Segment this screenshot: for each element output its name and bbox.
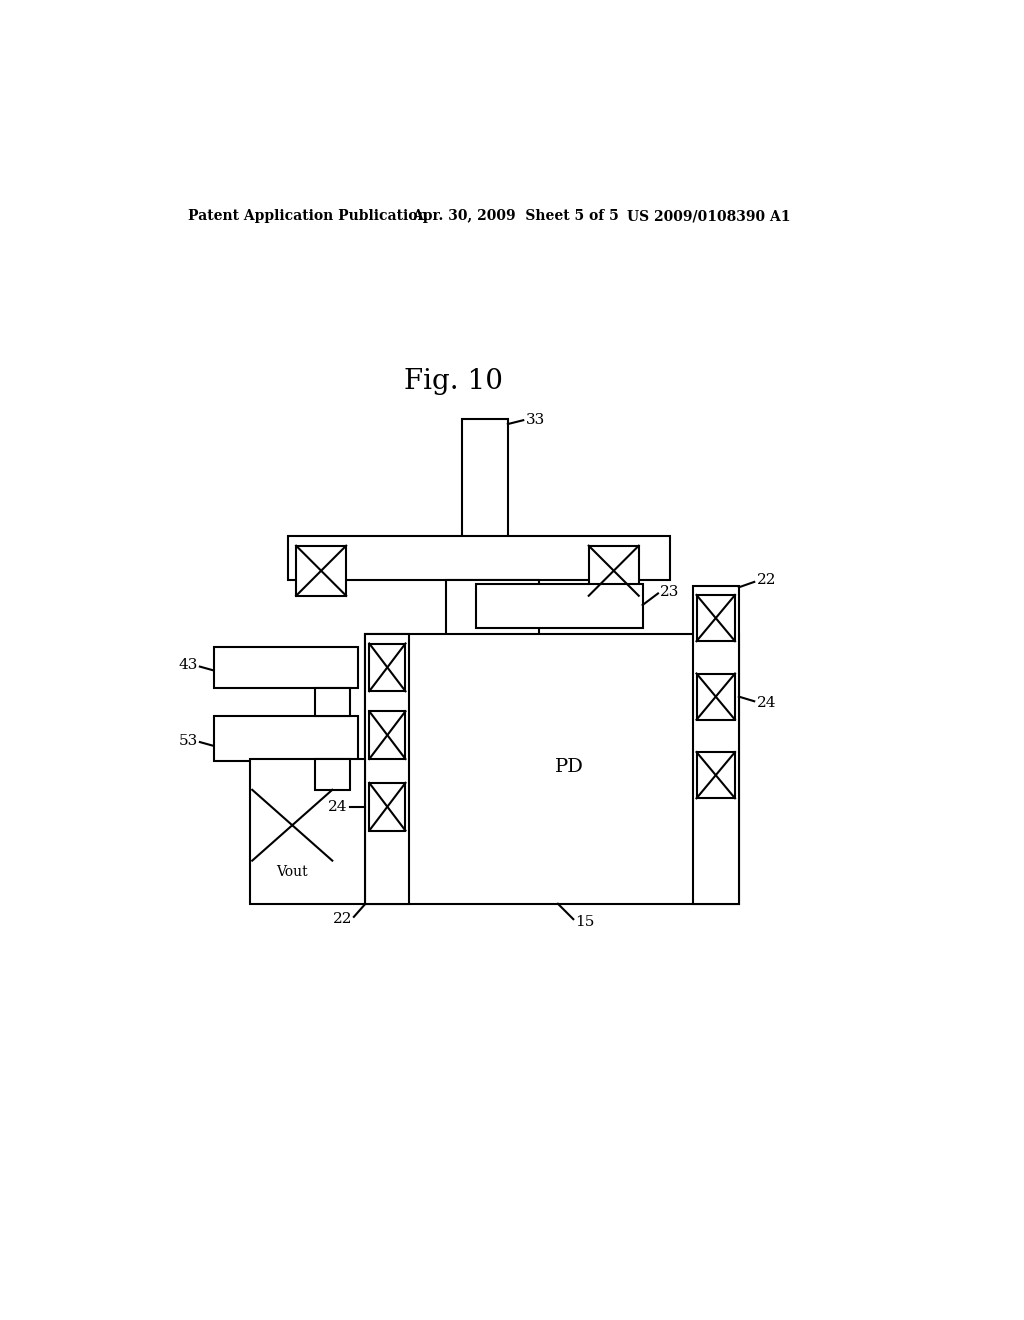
Bar xyxy=(475,585,643,628)
Bar xyxy=(696,595,735,642)
Bar xyxy=(315,688,350,715)
Bar xyxy=(214,647,357,688)
Bar xyxy=(370,783,406,830)
Bar xyxy=(296,545,346,595)
Text: 22: 22 xyxy=(757,573,776,587)
Bar xyxy=(696,673,735,719)
Text: PD: PD xyxy=(555,758,584,776)
Text: 24: 24 xyxy=(329,800,348,813)
Bar xyxy=(462,418,508,544)
Bar xyxy=(366,635,410,904)
Text: Patent Application Publication: Patent Application Publication xyxy=(188,209,428,223)
Bar xyxy=(214,715,357,760)
Text: 33: 33 xyxy=(525,413,545,428)
Bar xyxy=(696,752,735,799)
Text: 15: 15 xyxy=(575,915,595,929)
Bar xyxy=(370,711,406,759)
Text: Fig. 10: Fig. 10 xyxy=(404,368,504,395)
Text: 24: 24 xyxy=(757,696,776,710)
Text: 53: 53 xyxy=(178,734,198,747)
Text: 23: 23 xyxy=(660,585,680,599)
Text: 43: 43 xyxy=(178,659,198,672)
Text: Apr. 30, 2009  Sheet 5 of 5: Apr. 30, 2009 Sheet 5 of 5 xyxy=(412,209,618,223)
Text: 22: 22 xyxy=(333,912,352,927)
Bar xyxy=(589,545,639,595)
Bar xyxy=(289,536,670,581)
Text: US 2009/0108390 A1: US 2009/0108390 A1 xyxy=(628,209,791,223)
Bar xyxy=(692,586,739,904)
Bar xyxy=(252,789,333,861)
Bar xyxy=(366,635,739,904)
Bar xyxy=(315,759,350,789)
Bar xyxy=(446,581,539,636)
Text: Vout: Vout xyxy=(276,865,308,879)
Bar xyxy=(250,759,366,904)
Bar xyxy=(370,644,406,692)
